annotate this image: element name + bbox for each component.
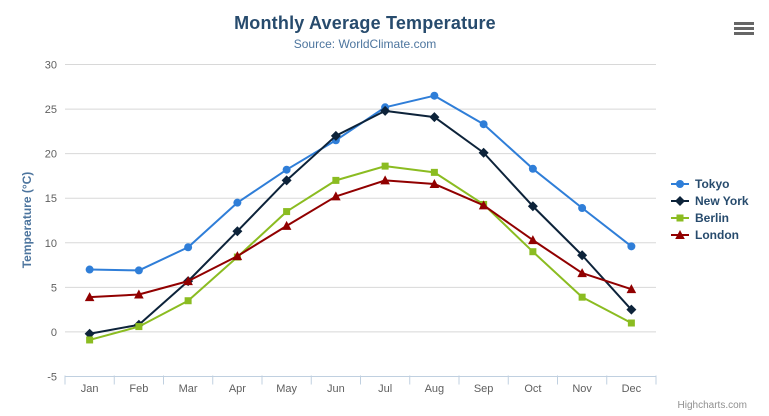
data-point[interactable] <box>430 168 438 176</box>
x-tick-label: Oct <box>524 383 541 395</box>
hamburger-icon <box>734 22 754 35</box>
data-point[interactable] <box>84 292 95 302</box>
data-point[interactable] <box>135 323 143 331</box>
y-tick-label: 15 <box>45 193 57 205</box>
y-tick-label: -5 <box>47 372 57 384</box>
x-tick-label: Jun <box>327 383 345 395</box>
data-point[interactable] <box>479 120 488 129</box>
data-point[interactable] <box>281 220 292 230</box>
data-point[interactable] <box>380 175 390 185</box>
data-point[interactable] <box>478 147 489 158</box>
data-point[interactable] <box>330 130 341 141</box>
chart-title: Monthly Average Temperature <box>234 13 496 33</box>
legend-marker-circle-icon <box>671 179 689 188</box>
export-menu-button[interactable] <box>733 21 755 39</box>
data-point[interactable] <box>627 242 636 251</box>
legend: Tokyo New York Berlin London <box>670 175 749 243</box>
data-point[interactable] <box>578 293 586 301</box>
data-point[interactable] <box>184 297 192 305</box>
data-point[interactable] <box>626 284 637 294</box>
data-point <box>676 214 684 221</box>
data-point[interactable] <box>282 165 291 174</box>
data-point[interactable] <box>478 200 489 210</box>
data-point[interactable] <box>529 248 537 256</box>
data-point[interactable] <box>429 178 440 188</box>
x-tick-label: Aug <box>425 383 445 395</box>
data-point <box>675 195 685 206</box>
series-line-london[interactable] <box>88 179 633 299</box>
data-point[interactable] <box>527 201 538 212</box>
series-new-york <box>84 105 637 339</box>
data-point[interactable] <box>528 235 538 245</box>
data-point[interactable] <box>528 164 537 173</box>
legend-item-label: New York <box>695 193 749 208</box>
y-tick-label: 30 <box>45 60 57 72</box>
legend-marker-triangle-icon <box>671 229 689 239</box>
legend-item-london[interactable]: London <box>670 226 749 243</box>
data-point[interactable] <box>84 328 95 339</box>
hamburger-bar <box>734 27 754 30</box>
data-point[interactable] <box>577 250 588 261</box>
legend-item-label: Berlin <box>695 210 730 225</box>
data-point[interactable] <box>332 176 340 184</box>
x-tick-label: Jul <box>378 383 392 395</box>
y-tick-label: 25 <box>45 104 57 116</box>
data-point[interactable] <box>86 336 94 344</box>
x-tick-label: Jan <box>81 383 99 395</box>
data-point[interactable] <box>232 251 243 261</box>
legend-marker-diamond-icon <box>671 195 689 206</box>
series-line-tokyo[interactable] <box>88 94 633 272</box>
x-tick-label: Mar <box>179 383 198 395</box>
data-point[interactable] <box>134 289 144 299</box>
chart-subtitle: Source: WorldClimate.com <box>293 37 437 51</box>
legend-item-tokyo[interactable]: Tokyo <box>670 175 749 192</box>
data-point[interactable] <box>577 268 587 278</box>
data-point[interactable] <box>429 112 440 123</box>
series-tokyo <box>85 91 636 275</box>
data-point[interactable] <box>381 162 389 170</box>
legend-item-label: London <box>695 227 739 242</box>
x-tick-label: Apr <box>229 383 246 395</box>
data-point[interactable] <box>331 191 341 201</box>
legend-item-new-york[interactable]: New York <box>670 192 749 209</box>
data-point[interactable] <box>134 266 143 275</box>
hamburger-bar <box>734 22 754 25</box>
y-tick-label: 5 <box>51 282 57 294</box>
data-point <box>676 179 684 188</box>
data-point[interactable] <box>578 204 587 213</box>
hamburger-bar <box>734 32 754 35</box>
data-point[interactable] <box>627 319 635 327</box>
y-tick-label: 10 <box>45 238 57 250</box>
data-point[interactable] <box>184 243 193 252</box>
data-point[interactable] <box>281 175 292 186</box>
data-point[interactable] <box>232 226 243 237</box>
legend-marker-square-icon <box>671 214 689 221</box>
y-tick-label: 20 <box>45 149 57 161</box>
data-point[interactable] <box>283 208 291 216</box>
y-tick-label: 0 <box>51 327 57 339</box>
x-tick-label: May <box>276 383 297 395</box>
x-tick-label: Feb <box>129 383 148 395</box>
x-tick-label: Dec <box>622 383 642 395</box>
x-tick-label: Nov <box>572 383 592 395</box>
y-axis-title: Temperature (°C) <box>20 171 34 269</box>
legend-item-label: Tokyo <box>695 176 730 191</box>
data-point[interactable] <box>233 198 242 207</box>
legend-item-berlin[interactable]: Berlin <box>670 209 749 226</box>
data-point[interactable] <box>626 304 637 315</box>
credits-link[interactable]: Highcharts.com <box>677 400 747 411</box>
data-point[interactable] <box>183 276 193 286</box>
data-point[interactable] <box>85 265 94 274</box>
series-line-new-york[interactable] <box>88 109 633 335</box>
series-line-berlin[interactable] <box>88 165 633 341</box>
data-point <box>675 229 685 239</box>
series-london <box>84 175 637 302</box>
x-tick-label: Sep <box>474 383 494 395</box>
data-point[interactable] <box>380 105 391 116</box>
data-point[interactable] <box>430 91 439 100</box>
